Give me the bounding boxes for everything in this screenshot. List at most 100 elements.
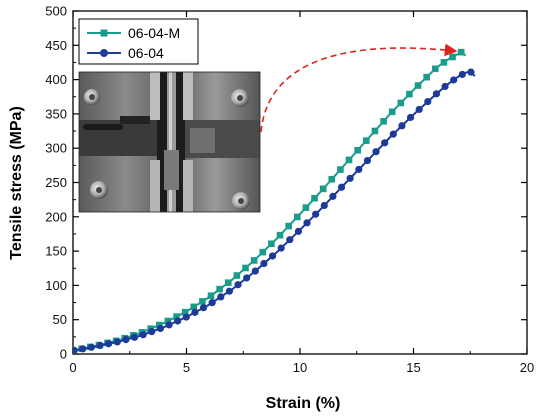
y-tick-label: 100 [45,278,67,293]
data-point [191,308,199,316]
data-point [467,68,475,76]
data-point [87,343,95,351]
data-point [449,53,456,61]
data-point [312,210,320,218]
data-point [181,308,189,316]
data-point [199,298,206,305]
data-point [96,341,104,350]
data-point [243,274,251,282]
data-point [362,137,370,144]
data-point [105,340,113,348]
data-point [225,287,234,295]
data-point [423,73,430,81]
data-point [450,76,458,84]
y-tick-label: 350 [45,106,67,121]
data-point [406,90,413,98]
x-tick-label: 5 [183,360,190,375]
data-point [285,222,292,230]
data-point [319,185,327,193]
data-point [259,248,267,256]
series-layer [73,48,476,354]
legend-label-06-04-M: 06-04-M [128,25,180,41]
y-tick-label: 400 [45,72,67,87]
data-point [320,201,328,210]
data-point [415,105,423,114]
data-point [207,292,215,299]
data-point [165,321,173,329]
data-point [294,227,303,235]
data-point [458,70,466,79]
data-point [208,299,216,307]
data-point [431,65,439,73]
specimen-photo [78,71,261,213]
series-06-04 [73,68,476,354]
x-tick-label: 0 [69,360,76,375]
data-point [164,317,172,325]
data-point [79,345,87,353]
y-tick-label: 50 [53,312,67,327]
data-point [414,82,422,89]
data-point [381,139,389,147]
data-point [251,267,259,275]
data-point [432,90,441,98]
y-tick-label: 300 [45,141,67,156]
data-point [286,236,294,244]
data-point [156,324,164,333]
data-point [174,317,182,325]
x-tick-label: 15 [406,360,420,375]
data-point [372,148,380,156]
data-point [216,285,223,293]
data-point [371,127,379,135]
data-point [233,272,241,279]
y-axis-title: Tensile stress (MPa) [8,106,25,260]
data-point [363,156,372,165]
data-point [441,82,449,91]
y-tick-label: 250 [45,175,67,190]
data-point [268,240,275,248]
data-point [148,328,156,336]
data-point [328,175,336,183]
data-point [139,331,147,339]
data-point [234,281,242,289]
y-tick-label: 0 [60,347,67,362]
legend: 06-04-M 06-04 [78,18,199,65]
data-point [277,244,285,252]
data-point [388,108,396,116]
legend-box [78,18,199,65]
y-tick-label: 450 [45,38,67,53]
data-point [173,313,180,320]
data-point [182,313,190,321]
data-point [199,304,208,312]
data-point [122,336,130,344]
data-point [190,303,198,311]
data-point [440,59,448,66]
y-tick-label: 500 [45,4,67,19]
data-point [311,194,318,202]
data-point [337,166,344,173]
data-point [424,98,432,106]
data-point [113,338,121,346]
data-point [293,213,301,221]
data-point [380,118,387,125]
data-point [250,257,258,264]
legend-label-06-04: 06-04 [128,45,164,61]
data-point [398,122,406,130]
y-tick-label: 150 [45,244,67,259]
data-point [397,99,405,107]
data-point [224,279,232,286]
x-tick-label: 20 [520,360,534,375]
data-point [303,219,311,227]
data-point [389,130,397,138]
legend-marker-06-04-M [100,29,108,37]
data-point [354,146,361,154]
data-point [242,264,249,272]
annotation-arrow [260,43,458,133]
data-point [345,156,353,164]
y-tick-label: 200 [45,209,67,224]
data-point [268,252,277,260]
data-point [73,346,78,354]
x-axis-title: Strain (%) [266,395,341,412]
x-tick-label: 10 [293,360,307,375]
